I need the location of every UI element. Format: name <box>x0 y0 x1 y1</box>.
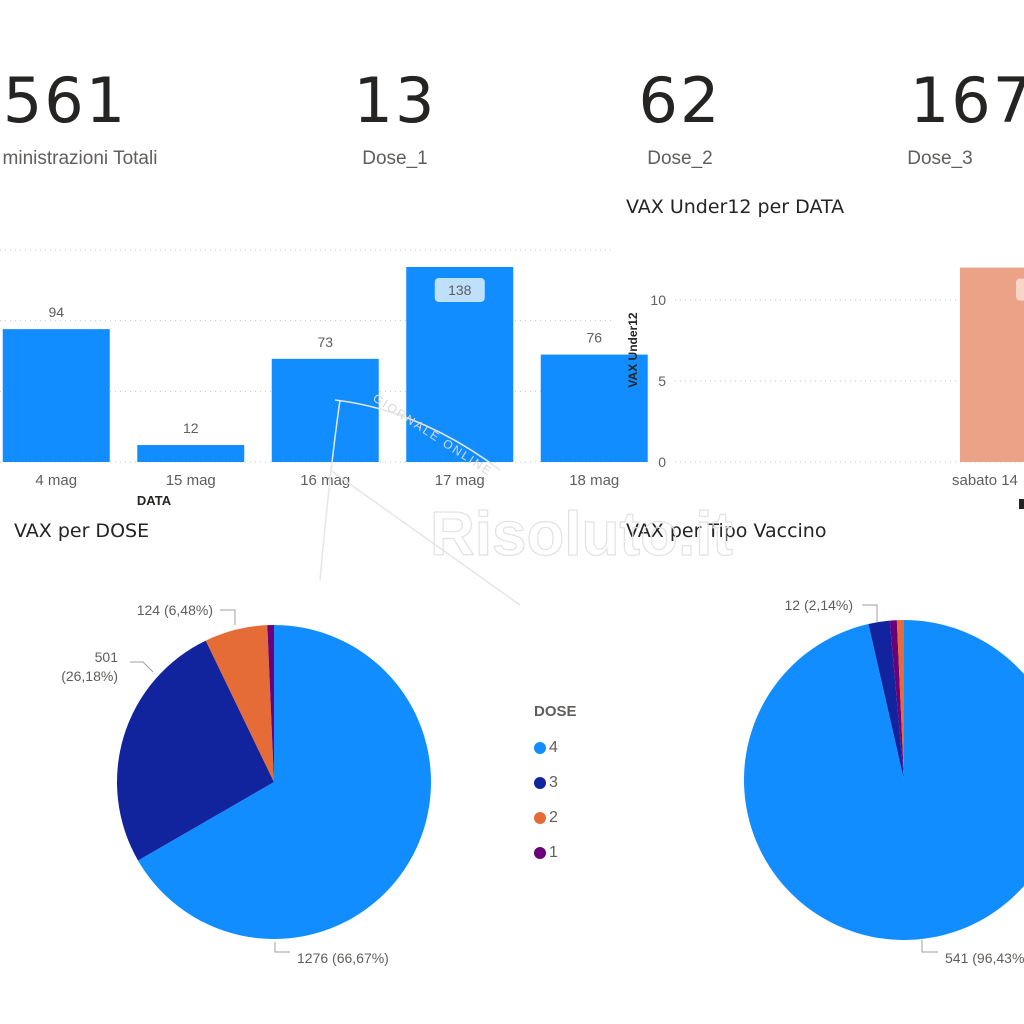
dose-legend-title: DOSE <box>534 703 577 720</box>
data-label: 12 (2,14%) <box>785 597 853 613</box>
under12-x-axis-label-fragment <box>1019 499 1024 509</box>
leader-line <box>220 609 236 625</box>
data-label: 73 <box>317 334 333 350</box>
kpi-dose-1-label: Dose_1 <box>362 148 428 169</box>
legend-item-label: 2 <box>549 808 558 826</box>
under12-y-axis-label: VAX Under12 <box>626 312 640 387</box>
leader-line <box>130 661 154 673</box>
data-label: 501 <box>95 649 119 665</box>
data-label: 138 <box>448 282 472 298</box>
under12-chart-title: VAX Under12 per DATA <box>626 196 845 218</box>
data-label: 541 (96,43%) <box>945 950 1024 966</box>
pie-slice[interactable] <box>138 625 431 939</box>
kpi-dose-2: 62 Dose_2 <box>580 70 780 170</box>
kpi-dose-2-label: Dose_2 <box>647 148 713 169</box>
legend-item-dose-2[interactable]: 2 <box>534 800 577 835</box>
legend-item-label: 3 <box>549 773 558 791</box>
x-tick-label: 4 mag <box>35 472 77 489</box>
legend-item-dose-4[interactable]: 4 <box>534 730 577 765</box>
pie-slice[interactable] <box>889 620 904 780</box>
data-label-highlight <box>434 277 485 302</box>
pie-slice[interactable] <box>896 620 904 780</box>
legend-item-label: 4 <box>549 738 558 756</box>
daily-vax-x-axis-label: DATA <box>137 493 172 508</box>
data-label: 12 <box>183 420 199 436</box>
data-label: (26,18%) <box>61 668 118 684</box>
vaccine-pie-title: VAX per Tipo Vaccino <box>626 520 827 542</box>
pie-slice[interactable] <box>116 640 274 861</box>
pie-slice[interactable] <box>868 620 904 780</box>
x-tick-label: 15 mag <box>166 472 216 489</box>
data-label-highlight <box>1016 278 1024 301</box>
legend-dot-icon <box>534 846 546 859</box>
bar[interactable] <box>540 354 648 462</box>
bar[interactable] <box>960 267 1024 462</box>
legend-item-label: 1 <box>549 843 558 861</box>
kpi-dose-3-value: 167 <box>909 64 1024 137</box>
kpi-total-value: 561 <box>2 64 128 137</box>
legend-dot-icon <box>534 776 546 789</box>
legend-dot-icon <box>534 811 546 824</box>
data-label: 1276 (66,67%) <box>297 950 389 966</box>
leader-line <box>274 942 290 953</box>
legend-item-dose-3[interactable]: 3 <box>534 765 577 800</box>
kpi-dose-1-value: 13 <box>353 64 437 137</box>
x-tick-label: 18 mag <box>569 472 619 489</box>
pie-slice[interactable] <box>267 625 274 782</box>
kpi-dose-3: 167 Dose_3 <box>872 70 1024 170</box>
y-tick-label: 0 <box>658 454 666 470</box>
dose-legend: DOSE 4 3 2 1 <box>534 703 577 870</box>
dose-pie-title: VAX per DOSE <box>14 520 150 542</box>
kpi-dose-1: 13 Dose_1 <box>295 70 495 170</box>
x-tick-label: sabato 14 <box>952 472 1018 489</box>
bar[interactable] <box>2 329 110 462</box>
y-tick-label: 5 <box>658 373 666 389</box>
pie-slice[interactable] <box>744 620 1024 940</box>
legend-dot-icon <box>534 741 546 754</box>
kpi-dose-2-value: 62 <box>638 64 722 137</box>
bar[interactable] <box>137 445 245 462</box>
leader-line <box>921 940 938 953</box>
data-label: 76 <box>586 330 602 346</box>
data-label: 94 <box>48 304 64 320</box>
kpi-total: 561 ministrazioni Totali <box>0 70 190 170</box>
kpi-dose-3-label: Dose_3 <box>907 148 973 169</box>
y-tick-label: 10 <box>650 292 666 308</box>
kpi-total-label: ministrazioni Totali <box>2 148 158 169</box>
legend-item-dose-1[interactable]: 1 <box>534 835 577 870</box>
pie-slice[interactable] <box>205 625 274 782</box>
leader-line <box>862 604 878 622</box>
data-label: 124 (6,48%) <box>137 602 213 618</box>
